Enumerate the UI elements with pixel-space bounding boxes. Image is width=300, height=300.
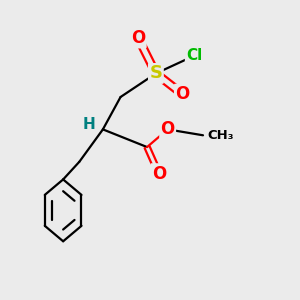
Text: S: S <box>149 64 162 82</box>
Text: O: O <box>160 120 175 138</box>
Text: Cl: Cl <box>186 48 202 63</box>
Text: O: O <box>131 29 145 47</box>
Text: CH₃: CH₃ <box>207 129 234 142</box>
Text: O: O <box>175 85 190 103</box>
Text: O: O <box>152 165 166 183</box>
Text: H: H <box>82 118 95 133</box>
